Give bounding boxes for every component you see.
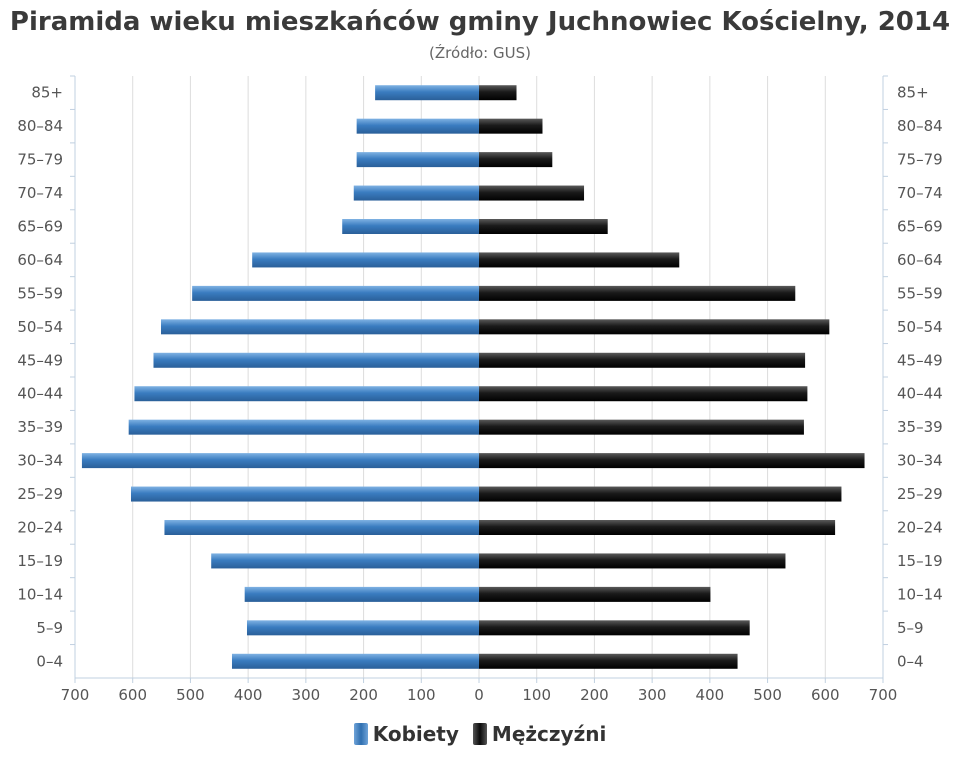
- bar-men[interactable]: [479, 586, 711, 602]
- age-group-label-right: 70–74: [897, 184, 943, 202]
- bar-women[interactable]: [192, 285, 479, 301]
- bar-men[interactable]: [479, 386, 808, 402]
- bar-women[interactable]: [246, 620, 479, 636]
- age-group-label-left: 0–4: [36, 652, 63, 670]
- legend-swatch-men: [472, 723, 487, 745]
- x-tick-label: 600: [811, 686, 840, 704]
- bar-men[interactable]: [479, 152, 553, 168]
- age-group-label-left: 60–64: [17, 251, 63, 269]
- age-group-label-left: 30–34: [17, 452, 63, 470]
- bar-men[interactable]: [479, 252, 680, 268]
- age-group-label-right: 35–39: [897, 418, 943, 436]
- age-group-label-left: 70–74: [17, 184, 63, 202]
- age-group-label-left: 15–19: [17, 552, 63, 570]
- age-group-label-right: 20–24: [897, 519, 943, 537]
- bar-men[interactable]: [479, 285, 796, 301]
- age-group-label-right: 10–14: [897, 585, 943, 603]
- age-group-label-left: 45–49: [17, 351, 63, 369]
- bar-women[interactable]: [164, 520, 479, 535]
- age-group-label-left: 80–84: [17, 117, 63, 135]
- age-group-label-left: 75–79: [17, 151, 63, 169]
- bar-women[interactable]: [153, 352, 479, 368]
- bar-women[interactable]: [356, 152, 479, 168]
- bar-women[interactable]: [160, 319, 479, 335]
- age-group-label-right: 75–79: [897, 151, 943, 169]
- age-group-label-right: 80–84: [897, 117, 943, 135]
- age-group-label-left: 50–54: [17, 318, 63, 336]
- age-group-label-right: 60–64: [897, 251, 943, 269]
- chart-subtitle: (Źródło: GUS): [429, 44, 531, 62]
- bar-men[interactable]: [479, 620, 750, 636]
- age-group-label-right: 65–69: [897, 218, 943, 236]
- x-tick-label: 100: [407, 686, 436, 704]
- age-group-label-left: 85+: [31, 84, 63, 102]
- chart-title: Piramida wieku mieszkańców gminy Juchnow…: [9, 7, 951, 37]
- legend-label-women: Kobiety: [372, 722, 459, 746]
- age-group-label-left: 55–59: [17, 284, 63, 302]
- x-tick-label: 300: [638, 686, 667, 704]
- bar-women[interactable]: [244, 586, 479, 602]
- bar-women[interactable]: [130, 486, 480, 502]
- bar-men[interactable]: [479, 319, 830, 335]
- x-tick-label: 300: [292, 686, 321, 704]
- bar-men[interactable]: [479, 118, 543, 134]
- bar-men[interactable]: [479, 85, 517, 101]
- x-tick-label: 700: [869, 686, 898, 704]
- age-group-label-right: 0–4: [897, 652, 924, 670]
- bar-men[interactable]: [479, 553, 786, 569]
- x-tick-label: 200: [580, 686, 609, 704]
- bar-men[interactable]: [479, 352, 806, 368]
- legend-item-men[interactable]: Mężczyźni: [472, 722, 607, 746]
- age-group-label-right: 25–29: [897, 485, 943, 503]
- bar-men[interactable]: [479, 520, 836, 535]
- legend-item-women[interactable]: Kobiety: [353, 722, 459, 746]
- age-group-label-right: 15–19: [897, 552, 943, 570]
- bar-men[interactable]: [479, 185, 585, 201]
- x-tick-label: 100: [522, 686, 551, 704]
- bar-women[interactable]: [128, 419, 479, 435]
- legend-label-men: Mężczyźni: [491, 722, 607, 746]
- age-group-label-left: 5–9: [36, 619, 63, 637]
- bar-men[interactable]: [479, 219, 608, 234]
- x-tick-label: 400: [696, 686, 725, 704]
- bar-women[interactable]: [211, 553, 479, 569]
- x-tick-label: 400: [234, 686, 263, 704]
- bar-men[interactable]: [479, 453, 865, 469]
- age-group-label-left: 65–69: [17, 218, 63, 236]
- age-group-label-right: 85+: [897, 84, 929, 102]
- age-group-label-left: 20–24: [17, 519, 63, 537]
- bar-women[interactable]: [81, 453, 479, 469]
- age-group-label-left: 40–44: [17, 385, 63, 403]
- x-tick-label: 700: [61, 686, 90, 704]
- bar-men[interactable]: [479, 653, 738, 669]
- bar-men[interactable]: [479, 419, 804, 435]
- x-tick-label: 0: [474, 686, 484, 704]
- bar-women[interactable]: [231, 653, 479, 669]
- x-tick-label: 600: [118, 686, 147, 704]
- age-group-label-right: 45–49: [897, 351, 943, 369]
- x-tick-label: 500: [176, 686, 205, 704]
- age-group-label-left: 25–29: [17, 485, 63, 503]
- bar-women[interactable]: [353, 185, 479, 201]
- bar-women[interactable]: [252, 252, 479, 268]
- age-group-label-right: 30–34: [897, 452, 943, 470]
- age-group-label-right: 50–54: [897, 318, 943, 336]
- bar-men[interactable]: [479, 486, 842, 502]
- x-tick-label: 500: [753, 686, 782, 704]
- bar-women[interactable]: [356, 118, 479, 134]
- bar-women[interactable]: [134, 386, 479, 402]
- age-group-label-right: 40–44: [897, 385, 943, 403]
- age-group-label-right: 55–59: [897, 284, 943, 302]
- legend: Kobiety Mężczyźni: [0, 722, 960, 746]
- bar-women[interactable]: [375, 85, 479, 101]
- age-group-label-left: 10–14: [17, 585, 63, 603]
- bar-women[interactable]: [342, 219, 479, 234]
- age-group-label-right: 5–9: [897, 619, 924, 637]
- legend-swatch-women: [353, 723, 368, 745]
- age-group-label-left: 35–39: [17, 418, 63, 436]
- x-tick-label: 200: [349, 686, 378, 704]
